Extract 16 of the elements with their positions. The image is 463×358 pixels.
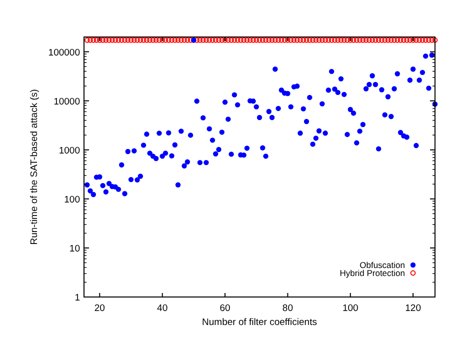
x-tick-label: 80 xyxy=(282,303,293,314)
x-axis-title: Number of filter coefficients xyxy=(202,317,318,328)
x-tick-label: 40 xyxy=(157,303,168,314)
y-tick-label: 100 xyxy=(64,194,80,206)
y-tick-label: 1000 xyxy=(58,145,80,156)
x-tick-label: 20 xyxy=(94,303,105,314)
legend-label: Obfuscation xyxy=(360,260,406,270)
y-tick-label: 10000 xyxy=(54,96,80,108)
x-tick-label: 120 xyxy=(405,303,421,314)
x-tick-label: 60 xyxy=(220,303,230,314)
y-tick-label: 10 xyxy=(69,243,80,254)
x-tick-label: 100 xyxy=(342,303,358,314)
y-axis-title: Run-time of the SAT-based attack (s) xyxy=(29,89,40,245)
legend-label: Hybrid Protection xyxy=(340,268,406,278)
y-tick-label: 1 xyxy=(74,292,80,304)
y-tick-label: 100000 xyxy=(48,47,80,58)
